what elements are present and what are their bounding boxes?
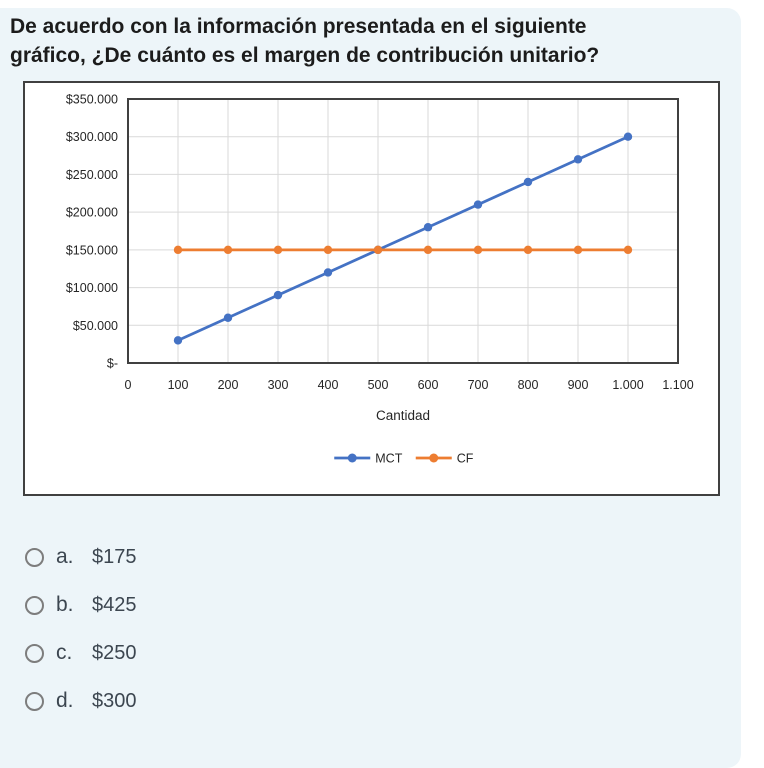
- option-label: $425: [92, 593, 137, 616]
- option-letter: c.: [56, 641, 73, 664]
- gridlines: [127, 98, 679, 364]
- legend-marker-MCT: [347, 453, 357, 463]
- svg-text:200: 200: [218, 378, 239, 392]
- option-label: $300: [92, 689, 137, 712]
- svg-text:1.000: 1.000: [612, 378, 643, 392]
- svg-text:$200.000: $200.000: [66, 206, 118, 220]
- svg-text:$150.000: $150.000: [66, 243, 118, 257]
- svg-text:$50.000: $50.000: [73, 319, 118, 333]
- svg-text:Cantidad: Cantidad: [376, 408, 430, 423]
- svg-text:300: 300: [268, 378, 289, 392]
- radio-icon[interactable]: [25, 643, 44, 663]
- svg-text:$100.000: $100.000: [66, 281, 118, 295]
- option-label: $175: [92, 545, 137, 568]
- legend: MCT CF: [334, 452, 474, 466]
- radio-icon[interactable]: [25, 691, 44, 711]
- svg-text:$250.000: $250.000: [66, 168, 118, 182]
- svg-text:1.100: 1.100: [662, 378, 693, 392]
- question-line-2: gráfico, ¿De cuánto es el margen de cont…: [10, 44, 600, 67]
- svg-text:700: 700: [468, 378, 489, 392]
- series-MCT: [173, 132, 633, 345]
- x-axis-labels: 0 100 200 300 400 500 600 700 800 900 1.000 1.100: [125, 378, 694, 392]
- svg-text:900: 900: [568, 378, 589, 392]
- options-list: a. $175 b. $425 c. $250 d. $300: [25, 545, 137, 713]
- option-row-d[interactable]: d. $300: [25, 689, 137, 713]
- option-row-b[interactable]: b. $425: [25, 593, 137, 617]
- x-axis-title: Cantidad: [376, 408, 430, 423]
- y-axis-labels: $- $50.000 $100.000 $150.000 $200.000 $250.00…: [66, 93, 118, 371]
- svg-text:0: 0: [125, 378, 132, 392]
- svg-text:800: 800: [518, 378, 539, 392]
- option-letter: a.: [56, 545, 74, 568]
- question-line-1: De acuerdo con la información presentada…: [10, 15, 587, 38]
- svg-text:MCT: MCT: [375, 452, 402, 466]
- option-row-a[interactable]: a. $175: [25, 545, 137, 569]
- radio-icon[interactable]: [25, 595, 44, 615]
- line-chart: $- $50.000 $100.000 $150.000 $200.000 $250.00…: [66, 93, 694, 466]
- svg-text:CF: CF: [457, 452, 474, 466]
- svg-text:600: 600: [418, 378, 439, 392]
- option-label: $250: [92, 641, 137, 664]
- question-text: De acuerdo con la información presentada…: [10, 12, 750, 70]
- plot-border: [127, 98, 679, 364]
- svg-text:500: 500: [368, 378, 389, 392]
- series-CF: [173, 245, 633, 255]
- option-letter: d.: [56, 689, 74, 712]
- svg-text:100: 100: [168, 378, 189, 392]
- chart-container: $- $50.000 $100.000 $150.000 $200.000 $250.00…: [23, 81, 720, 496]
- svg-text:$300.000: $300.000: [66, 130, 118, 144]
- legend-marker-CF: [429, 453, 439, 463]
- svg-text:400: 400: [318, 378, 339, 392]
- option-letter: b.: [56, 593, 74, 616]
- svg-text:$350.000: $350.000: [66, 93, 118, 107]
- option-row-c[interactable]: c. $250: [25, 641, 137, 665]
- svg-text:$-: $-: [107, 357, 118, 371]
- radio-icon[interactable]: [25, 547, 44, 567]
